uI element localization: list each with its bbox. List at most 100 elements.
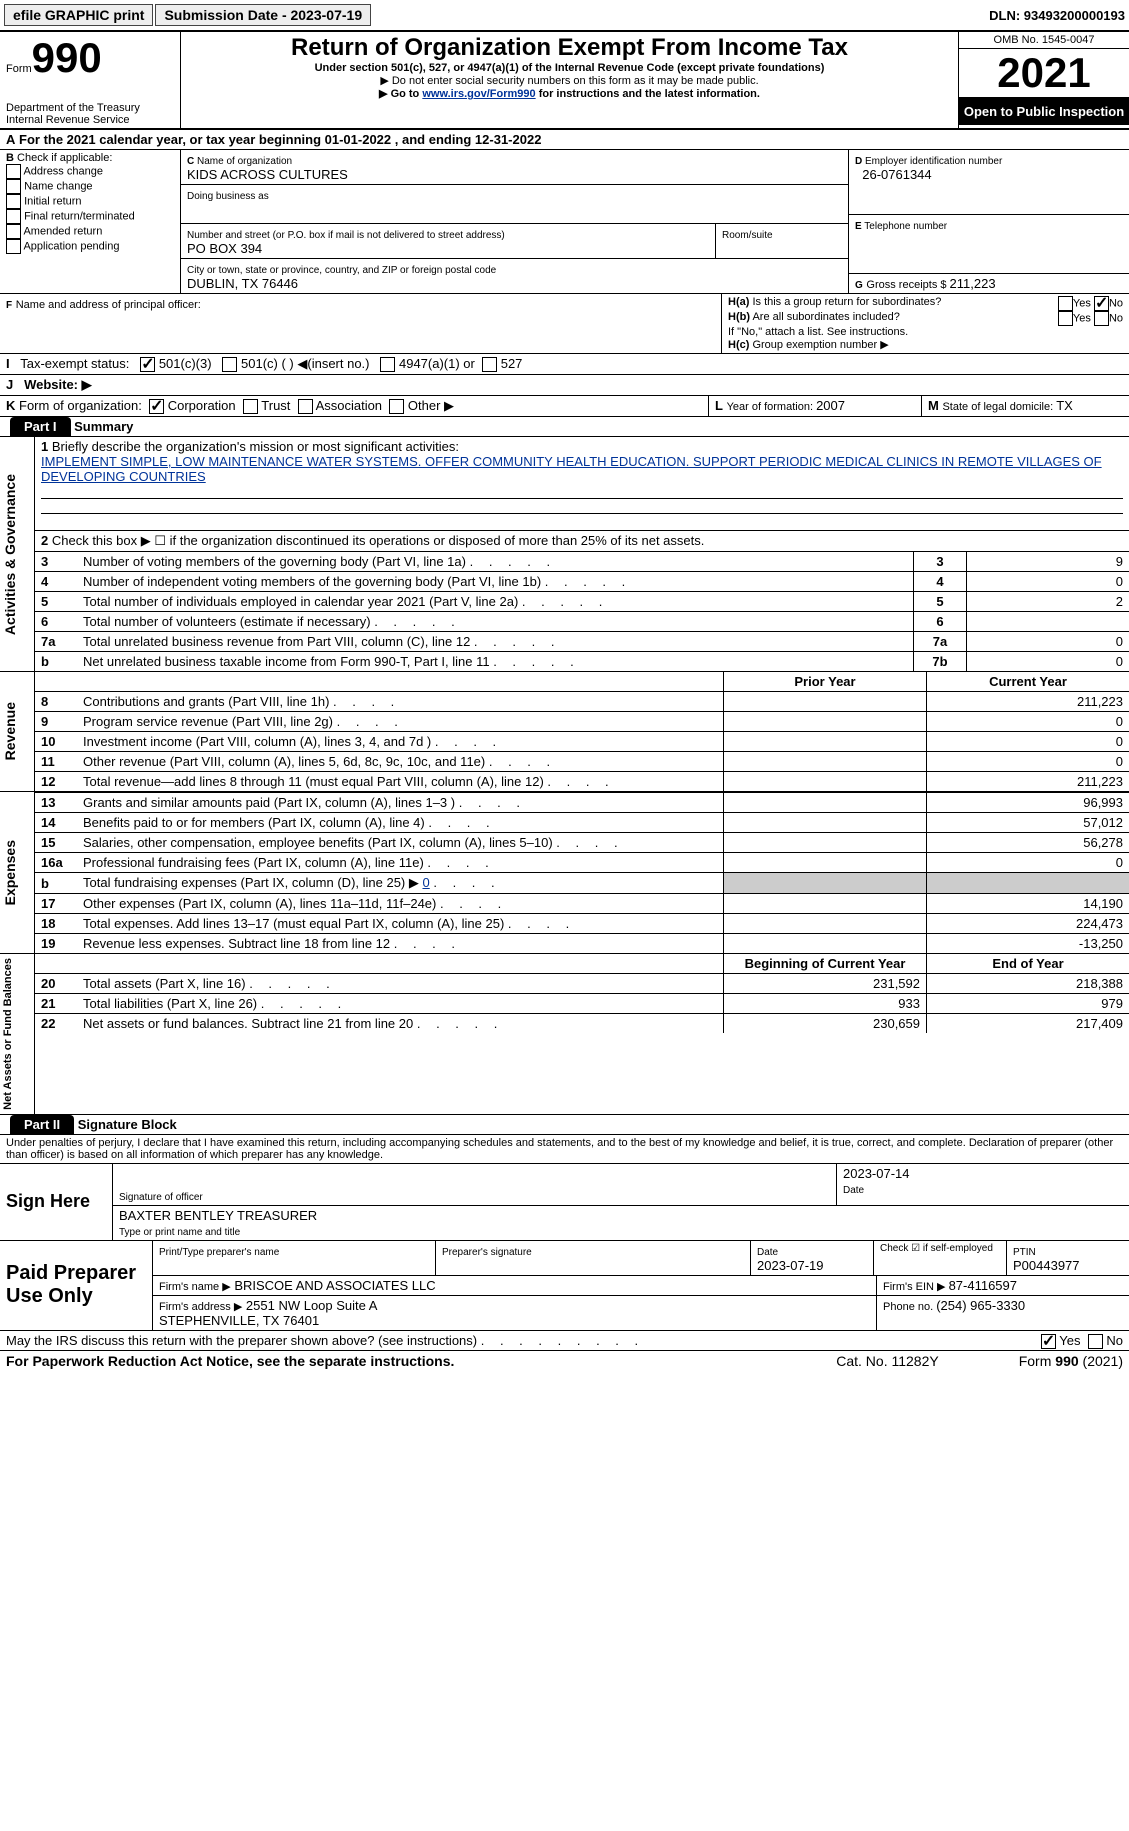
ag-table: 3Number of voting members of the governi…: [35, 551, 1129, 671]
exp-table: 13Grants and similar amounts paid (Part …: [35, 792, 1129, 953]
tax-year: 2021: [959, 49, 1129, 98]
omb-no: OMB No. 1545-0047: [959, 32, 1129, 49]
city-lbl: City or town, state or province, country…: [187, 265, 496, 276]
sidebar-exp: Expenses: [0, 792, 35, 953]
sign-here-label: Sign Here: [0, 1164, 112, 1240]
b-opt-5: Application pending: [23, 240, 119, 252]
sig-date-cell: 2023-07-14Date: [836, 1164, 1129, 1205]
e-lbl: Telephone number: [864, 221, 947, 232]
k-row: K Form of organization: Corporation Trus…: [0, 396, 708, 416]
b-opt-1: Name change: [24, 180, 93, 192]
form990-link[interactable]: www.irs.gov/Form990: [422, 88, 535, 100]
form-word: Form: [6, 63, 32, 75]
note-link-line: ▶ Go to www.irs.gov/Form990 for instruct…: [187, 87, 952, 100]
org-info-grid: B Check if applicable: Address change Na…: [0, 150, 1129, 294]
header-bar: efile GRAPHIC print Submission Date - 20…: [0, 0, 1129, 32]
j-row: J Website: ▶: [0, 375, 1129, 396]
chk-other[interactable]: [389, 399, 404, 414]
chk-assoc[interactable]: [298, 399, 313, 414]
efile-print-button[interactable]: efile GRAPHIC print: [4, 4, 153, 26]
b-opt-2: Initial return: [24, 195, 81, 207]
firm-name: Firm's name ▶ BRISCOE AND ASSOCIATES LLC: [153, 1276, 876, 1295]
chk-name-change[interactable]: [6, 179, 21, 194]
line-a: A For the 2021 calendar year, or tax yea…: [0, 130, 1129, 150]
form-ref: Form 990 (2021): [1019, 1353, 1123, 1369]
chk-amended[interactable]: [6, 224, 21, 239]
mission-link[interactable]: IMPLEMENT SIMPLE, LOW MAINTENANCE WATER …: [41, 454, 1102, 484]
hb-note: If "No," attach a list. See instructions…: [728, 326, 1123, 338]
chk-final[interactable]: [6, 209, 21, 224]
chk-501c3[interactable]: [140, 357, 155, 372]
line-a-end: , and ending 12-31-2022: [395, 132, 542, 147]
rev-table: Prior YearCurrent Year 8Contributions an…: [35, 672, 1129, 791]
dept-text: Department of the Treasury Internal Reve…: [6, 102, 174, 126]
firm-addr: Firm's address ▶ 2551 NW Loop Suite ASTE…: [153, 1296, 876, 1330]
line1: 1 Briefly describe the organization's mi…: [35, 437, 1129, 531]
open-inspect: Open to Public Inspection: [959, 98, 1129, 125]
g-lbl: Gross receipts $: [866, 279, 949, 291]
line2: 2 Check this box ▶ ☐ if the organization…: [35, 531, 1129, 551]
i-row: I Tax-exempt status: 501(c)(3) 501(c) ( …: [0, 354, 1129, 375]
chk-trust[interactable]: [243, 399, 258, 414]
chk-pending[interactable]: [6, 239, 21, 254]
addr-lbl: Number and street (or P.O. box if mail i…: [187, 230, 505, 241]
l-row: L Year of formation: 2007: [708, 396, 921, 416]
chk-discuss-yes[interactable]: [1041, 1334, 1056, 1349]
submission-date-button[interactable]: Submission Date - 2023-07-19: [155, 4, 371, 26]
dln-text: DLN: 93493200000193: [989, 8, 1125, 23]
g-val: 211,223: [950, 276, 996, 291]
chk-discuss-no[interactable]: [1088, 1334, 1103, 1349]
paid-prep-label: Paid Preparer Use Only: [0, 1241, 153, 1330]
discuss-row: May the IRS discuss this return with the…: [0, 1331, 1129, 1351]
b-label: Check if applicable:: [17, 152, 112, 164]
begin-hdr: Beginning of Current Year: [724, 954, 927, 974]
d-lbl: Employer identification number: [865, 156, 1002, 167]
form-title: Return of Organization Exempt From Incom…: [187, 34, 952, 62]
chk-initial[interactable]: [6, 194, 21, 209]
chk-501c[interactable]: [222, 357, 237, 372]
cat-no: Cat. No. 11282Y: [836, 1353, 938, 1369]
chk-527[interactable]: [482, 357, 497, 372]
hc-lbl: Group exemption number ▶: [752, 339, 888, 351]
org-name: KIDS ACROSS CULTURES: [187, 167, 348, 182]
perjury-text: Under penalties of perjury, I declare th…: [0, 1135, 1129, 1164]
note-suffix: for instructions and the latest informat…: [536, 88, 760, 100]
firm-phone: Phone no. (254) 965-3330: [876, 1296, 1129, 1330]
firm-ein: Firm's EIN ▶ 87-4116597: [876, 1276, 1129, 1295]
c-name-lbl: Name of organization: [197, 156, 292, 167]
ein-val: 26-0761344: [862, 167, 931, 182]
addr-val: PO BOX 394: [187, 241, 262, 256]
sidebar-rev: Revenue: [0, 672, 35, 791]
chk-4947[interactable]: [380, 357, 395, 372]
net-table: Beginning of Current YearEnd of Year 20T…: [35, 954, 1129, 1033]
footer-row: For Paperwork Reduction Act Notice, see …: [0, 1351, 1129, 1371]
note-ssn: ▶ Do not enter social security numbers o…: [187, 74, 952, 87]
chk-ha-yes[interactable]: [1058, 296, 1073, 311]
officer-name: BAXTER BENTLEY TREASURERType or print na…: [113, 1206, 1129, 1240]
city-val: DUBLIN, TX 76446: [187, 276, 298, 291]
form-number: 990: [32, 34, 102, 81]
part2-header: Part II Signature Block: [0, 1115, 1129, 1135]
current-hdr: Current Year: [927, 672, 1129, 692]
check-self-emp: Check ☑ if self-employed: [873, 1241, 1006, 1275]
form-header: Form990 Department of the Treasury Inter…: [0, 32, 1129, 130]
prep-date: Date2023-07-19: [750, 1241, 873, 1275]
form-subtitle: Under section 501(c), 527, or 4947(a)(1)…: [187, 62, 952, 74]
h-block: H(a) Is this a group return for subordin…: [722, 294, 1129, 353]
end-hdr: End of Year: [927, 954, 1129, 974]
prior-hdr: Prior Year: [724, 672, 927, 692]
b-opt-0: Address change: [23, 165, 103, 177]
chk-hb-no[interactable]: [1094, 311, 1109, 326]
chk-addr-change[interactable]: [6, 164, 21, 179]
part1-header: Part I Summary: [0, 417, 1129, 437]
f-officer: F Name and address of principal officer:: [0, 294, 722, 353]
b-opt-3: Final return/terminated: [24, 210, 135, 222]
room-lbl: Room/suite: [722, 230, 773, 241]
chk-hb-yes[interactable]: [1058, 311, 1073, 326]
dba-lbl: Doing business as: [187, 191, 269, 202]
b-opt-4: Amended return: [23, 225, 102, 237]
prep-sig: Preparer's signature: [435, 1241, 750, 1275]
chk-corp[interactable]: [149, 399, 164, 414]
ptin: PTINP00443977: [1006, 1241, 1129, 1275]
chk-ha-no[interactable]: [1094, 296, 1109, 311]
